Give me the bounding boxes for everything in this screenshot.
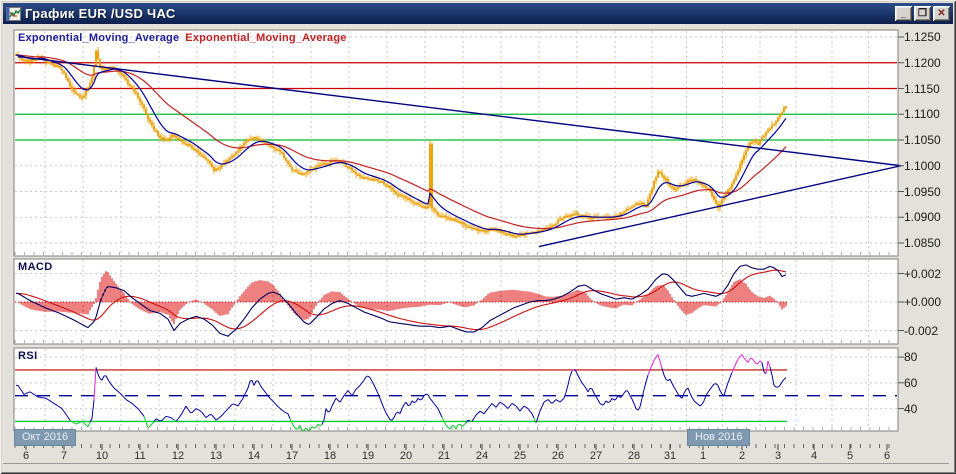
macd-panel-label: MACD	[18, 261, 53, 273]
maximize-button[interactable]: ❐	[914, 6, 931, 21]
title-bar[interactable]: График EUR /USD ЧАС _ ❐ ✕	[3, 3, 953, 24]
minimize-button[interactable]: _	[895, 6, 912, 21]
chart-icon	[6, 6, 21, 21]
indicator-legend: Exponential_Moving_Average Exponential_Mo…	[18, 32, 347, 44]
window-title: График EUR /USD ЧАС	[25, 6, 176, 21]
ema-fast-legend: Exponential_Moving_Average	[18, 32, 180, 44]
close-button[interactable]: ✕	[933, 6, 950, 21]
ema-slow-legend: Exponential_Moving_Average	[185, 32, 347, 44]
rsi-panel-label: RSI	[18, 350, 38, 362]
